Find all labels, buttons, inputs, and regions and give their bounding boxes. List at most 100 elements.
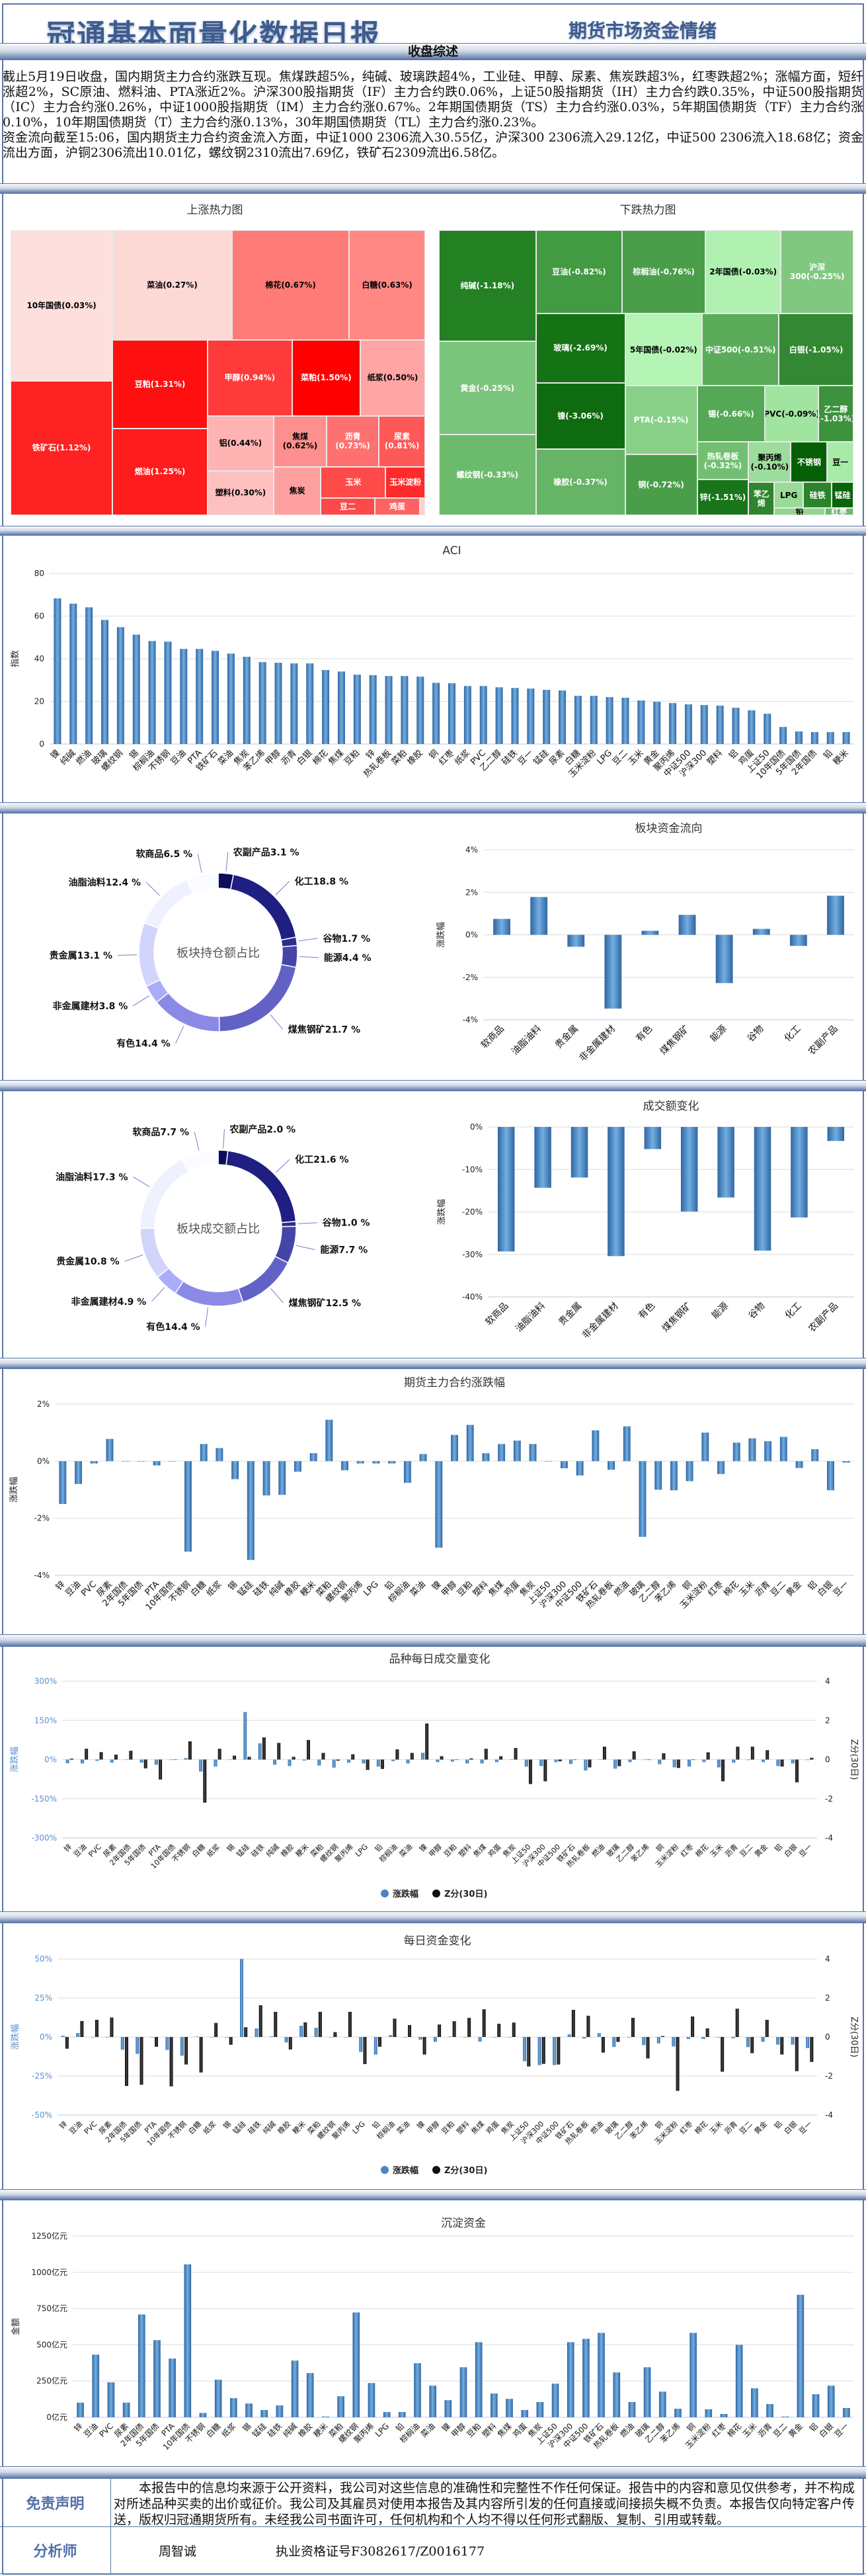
heatmap-cell: 5年国债(-0.02%) [625,313,703,386]
zscore-bar [274,2011,278,2037]
heatmap-cell: 白糖(0.63%) [349,230,425,341]
x-tick-label: 焦煤 [472,1843,489,1859]
value-bar [322,670,330,744]
value-bar [658,1759,662,1765]
x-tick-label: 棉花 [693,1842,710,1858]
donut-slice [139,1158,190,1229]
heatmap-cell: 沪深300(-0.25%) [781,230,853,314]
donut-label: 化工21.6 % [295,1154,348,1165]
x-tick-label: 化工 [783,1024,803,1044]
leader-line [133,995,150,1007]
value-bar [122,1461,130,1462]
y-tick-label: 0 [39,739,44,749]
value-bar [75,1461,83,1484]
zscore-bar [632,1751,636,1760]
value-bar [795,731,803,744]
value-bar [789,935,807,946]
section-divider [0,1080,866,1091]
y-tick-label: 60 [34,612,44,621]
y-tick-label: 2% [37,1399,50,1409]
value-bar [463,686,471,744]
value-bar [513,1440,521,1462]
value-bar [508,2037,512,2038]
x-tick-label: 白银 [816,1579,836,1599]
value-bar [448,683,455,744]
value-bar [732,1442,740,1462]
value-bar [669,703,677,744]
value-bar [391,1759,395,1761]
value-bar [169,1759,173,1761]
x-tick-label: 甲醇 [263,748,283,768]
value-bar [643,1759,647,1761]
donut-slice [175,1280,244,1307]
value-bar [574,696,582,744]
value-bar [479,686,487,744]
fund-change-panel: 每日资金变化 -50% -25% 0% 25% 50% 涨跌幅 -4 -2 0 2 4 Z分(30日) 锌… [0,1923,866,2189]
value-bar [448,2036,452,2037]
value-bar [376,1759,380,1767]
x-tick-label: 白糖 [190,1842,206,1858]
x-tick-label: 农副产品 [807,1024,840,1058]
value-bar [228,1759,232,1761]
y-tick-label: 25% [34,1993,52,2003]
legend-marker [381,2166,389,2174]
summary-heading-bar: 收盘综述 [0,43,866,60]
value-bar [715,935,733,983]
zscore-bar [217,1749,221,1760]
zscore-bar [527,2037,531,2067]
y2-tick-label: 4 [825,1954,830,1964]
value-bar [608,1461,615,1470]
value-bar [337,671,345,744]
x-tick-label: 橡胶 [283,1579,303,1599]
zscore-bar [467,2018,471,2037]
y-tick-label: 2% [465,888,478,897]
x-tick-label: 沥青 [723,1843,740,1859]
heatmap-cell: 橡胶(-0.37%) [535,449,625,515]
fall-heatmap-title: 下跌热力图 [619,204,676,217]
heatmap-cell: 豆油(-0.82%) [535,230,623,314]
zscore-bar [810,2037,814,2062]
zscore-bar [631,2018,635,2037]
value-bar [274,663,282,744]
x-tick-label: 甲醇 [440,1579,459,1599]
x-tick-label: 纸浆 [453,748,472,767]
value-bar [92,2354,100,2417]
donut-slice [139,1227,170,1278]
x-tick-label: 锰硅 [236,1579,255,1599]
y-tick-label: -2% [463,973,478,982]
x-tick-label: 沥青 [753,1579,772,1599]
value-bar [751,2388,758,2417]
zscore-bar [691,2016,695,2037]
x-tick-label: 红枣 [710,2421,728,2440]
zscore-bar [80,2020,84,2037]
heatmap-cell [419,498,425,515]
donut-label: 贵金属13.1 % [50,950,112,962]
value-bar [199,2413,207,2417]
value-bar [523,2037,527,2061]
value-bar [536,2401,544,2417]
zscore-bar [766,1750,769,1760]
x-tick-label: 沥青 [723,2120,739,2136]
x-tick-label: 粳米 [290,2119,307,2136]
x-tick-label: 有色 [633,1023,654,1044]
zscore-bar [203,1759,207,1803]
zscore-bar [288,2037,292,2050]
y-tick-label: 50% [34,1954,52,1964]
legend-marker [432,1890,440,1897]
zscore-bar [184,2037,188,2065]
value-bar [701,2037,705,2040]
heatmap-cell: 锡(-0.66%) [697,386,766,442]
summary-paragraph: 资金流向截至15:06，国内期货主力合约资金流入方面，中证1000 2306流入… [3,130,863,160]
zscore-bar [499,1756,503,1760]
zscore-bar [438,2024,442,2037]
x-tick-label: 豆一 [516,748,535,767]
zscore-bar [303,2022,307,2037]
x-tick-label: 燃油 [617,2421,636,2440]
x-tick-label: 豆一 [832,1579,851,1599]
value-bar [764,714,771,744]
zscore-bar [541,2037,545,2064]
value-bar [654,1461,662,1490]
leader-line [297,1222,317,1224]
value-bar [199,1759,203,1772]
heatmap-cell: 燃油(1.25%) [112,428,208,515]
